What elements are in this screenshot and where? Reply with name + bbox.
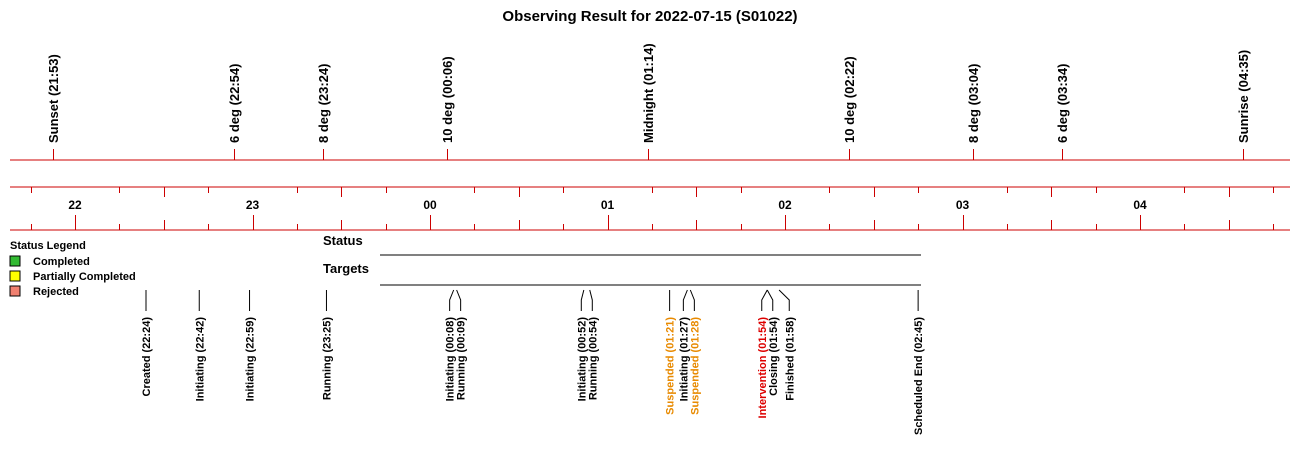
- status-event-leader: [589, 289, 593, 311]
- chart-title: Observing Result for 2022-07-15 (S01022): [502, 8, 797, 25]
- hour-label: 04: [1133, 198, 1147, 212]
- hour-label: 22: [68, 198, 82, 212]
- status-event-label: Scheduled End (02:45): [913, 317, 925, 435]
- hour-label: 03: [956, 198, 970, 212]
- status-events: Created (22:24) Initiating (22:42) Initiat…: [141, 289, 925, 435]
- status-event-leader: [778, 289, 790, 311]
- hour-label: 23: [246, 198, 260, 212]
- status-event-label: Initiating (22:59): [245, 317, 257, 402]
- legend-label-rejected: Rejected: [33, 286, 79, 298]
- status-event-leader: [766, 289, 774, 311]
- legend-swatch-rejected: [9, 285, 21, 297]
- status-row-label: Status: [323, 233, 363, 248]
- sun-event-label: 6 deg (22:54): [227, 64, 242, 143]
- status-event-label: Initiating (22:42): [194, 317, 206, 402]
- sun-event-label: 6 deg (03:34): [1055, 64, 1070, 143]
- status-event-label: Suspended (01:21): [665, 317, 677, 415]
- sun-event-label: Sunrise (04:35): [1236, 50, 1251, 143]
- status-legend: Status Legend Completed Partially Comple…: [9, 240, 136, 298]
- sun-event-label: 10 deg (00:06): [440, 56, 455, 143]
- status-event-leader: [449, 289, 455, 311]
- sun-event-label: 8 deg (23:24): [316, 64, 331, 143]
- sun-event-label: 10 deg (02:22): [842, 56, 857, 143]
- hour-label: 00: [423, 198, 437, 212]
- sun-events: Sunset (21:53) 6 deg (22:54) 8 deg (23:24)…: [46, 43, 1251, 160]
- status-event-leader: [761, 289, 768, 311]
- sun-event-label: Midnight (01:14): [641, 43, 656, 143]
- legend-label-partial: Partially Completed: [33, 271, 136, 283]
- status-event-label: Closing (01:54): [768, 317, 780, 396]
- status-event-label: Intervention (01:54): [757, 317, 769, 419]
- legend-label-completed: Completed: [33, 256, 90, 268]
- sun-event-label: 8 deg (03:04): [966, 64, 981, 143]
- legend-title: Status Legend: [10, 240, 86, 252]
- sun-event-label: Sunset (21:53): [46, 54, 61, 143]
- status-event-label: Running (00:54): [587, 317, 599, 400]
- status-event-label: Finished (01:58): [784, 317, 796, 401]
- legend-swatch-completed: [9, 255, 21, 267]
- targets-row-label: Targets: [323, 261, 369, 276]
- status-event-label: Initiating (00:08): [445, 317, 457, 402]
- status-event-label: Created (22:24): [141, 317, 153, 397]
- status-event-leader: [580, 289, 585, 311]
- status-event-leader: [689, 289, 695, 311]
- status-event-leader: [682, 289, 688, 311]
- legend-swatch-partial: [9, 270, 21, 282]
- status-event-label: Running (23:25): [321, 317, 333, 400]
- status-event-label: Initiating (00:52): [576, 317, 588, 402]
- status-event-label: Initiating (01:27): [678, 317, 690, 402]
- hour-label: 02: [778, 198, 792, 212]
- hour-label: 01: [601, 198, 615, 212]
- status-event-leader: [456, 289, 462, 311]
- status-event-label: Suspended (01:28): [689, 317, 701, 415]
- status-event-label: Running (00:09): [456, 317, 468, 400]
- hour-axis: 22 23 00 01 02 03 04: [31, 187, 1274, 230]
